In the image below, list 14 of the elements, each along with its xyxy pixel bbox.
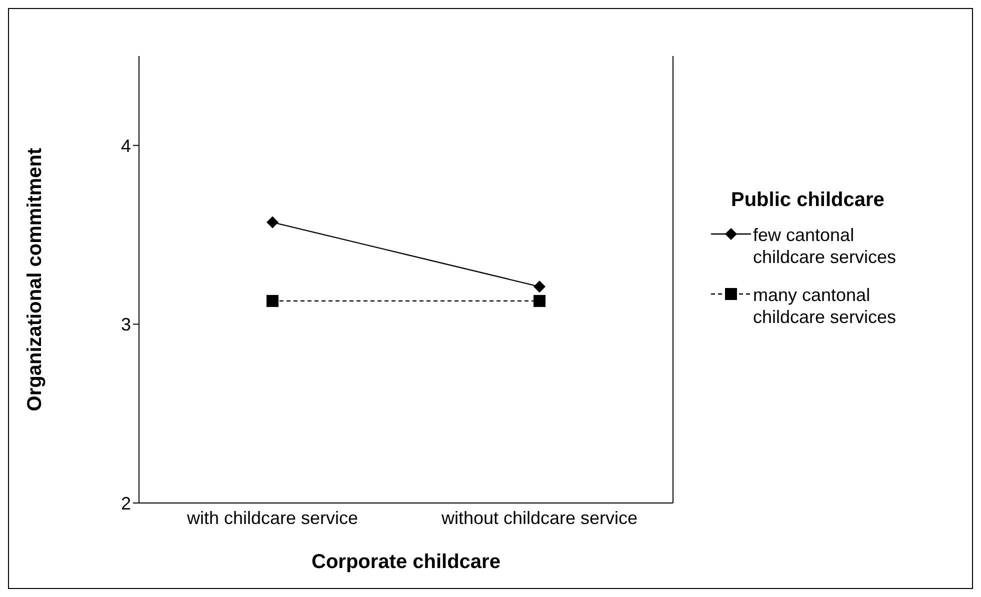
x-axis-title: Corporate childcare <box>312 551 500 573</box>
legend-title: Public childcare <box>731 189 886 212</box>
y-tick-label: 3 <box>120 314 131 335</box>
legend-label: few cantonal childcare services <box>753 224 898 268</box>
y-tick-label: 4 <box>120 136 131 156</box>
point <box>266 294 278 307</box>
legend-label: many cantonal childcare services <box>753 284 898 328</box>
y-tick-label: 2 <box>120 493 131 514</box>
point <box>534 280 546 293</box>
point <box>534 294 546 307</box>
x-tick-label: without childcare service <box>440 508 638 528</box>
y-axis-title: Organizational commitment <box>24 147 46 412</box>
point <box>266 216 278 228</box>
x-tick-label: with childcare service <box>186 508 358 528</box>
